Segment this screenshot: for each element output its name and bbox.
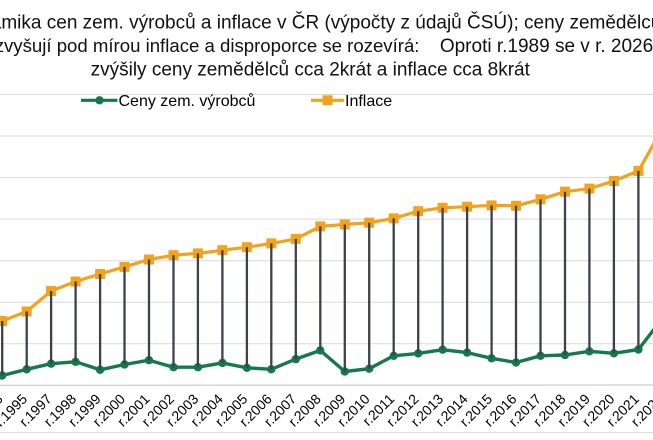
svg-text:Dynamika cen zem. výrobců a in: Dynamika cen zem. výrobců a inflace v ČR… <box>0 12 653 34</box>
svg-text:Ceny zem. výrobců: Ceny zem. výrobců <box>119 92 256 110</box>
svg-text:Oproti r.1989 se v r. 2026: Oproti r.1989 se v r. 2026 <box>440 36 653 57</box>
svg-text:se zvyšují pod mírou inflace a: se zvyšují pod mírou inflace a dispropor… <box>0 35 419 56</box>
svg-text:zvýšily ceny zemědělců cca 2kr: zvýšily ceny zemědělců cca 2krát a infla… <box>91 59 531 80</box>
svg-text:Inflace: Inflace <box>345 93 392 110</box>
